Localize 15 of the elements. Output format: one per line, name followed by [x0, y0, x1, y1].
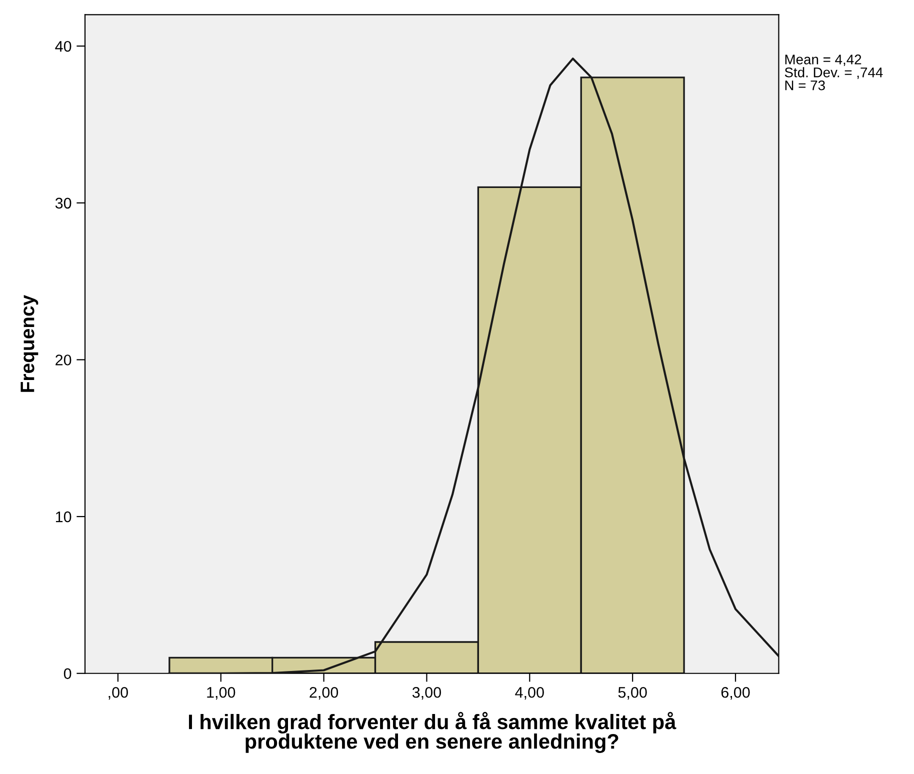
y-tick-label: 10: [56, 511, 72, 522]
x-axis-title: I hvilken grad forventer du å få samme kvalitet på produktene ved en senere anledning?: [188, 712, 676, 753]
x-tick-label: 5,00: [618, 686, 647, 700]
x-tick-label: 3,00: [412, 686, 441, 700]
y-tick-label: 40: [55, 40, 72, 52]
x-tick-label: 2,00: [310, 686, 338, 700]
x-tick-label: 4,00: [515, 686, 544, 700]
x-tick-label: 1,00: [207, 686, 236, 700]
y-tick-label: 0: [64, 668, 72, 680]
text: Mean = 4,42 Std. Dev. = ,744 N = 73: [784, 54, 883, 90]
y-axis-title: Frequency: [20, 294, 38, 392]
y-tick-label: 30: [55, 198, 72, 209]
y-tick-label: 20: [56, 354, 72, 366]
x-tick-label: 6,00: [721, 686, 750, 700]
x-tick-label: ,00: [108, 686, 128, 700]
